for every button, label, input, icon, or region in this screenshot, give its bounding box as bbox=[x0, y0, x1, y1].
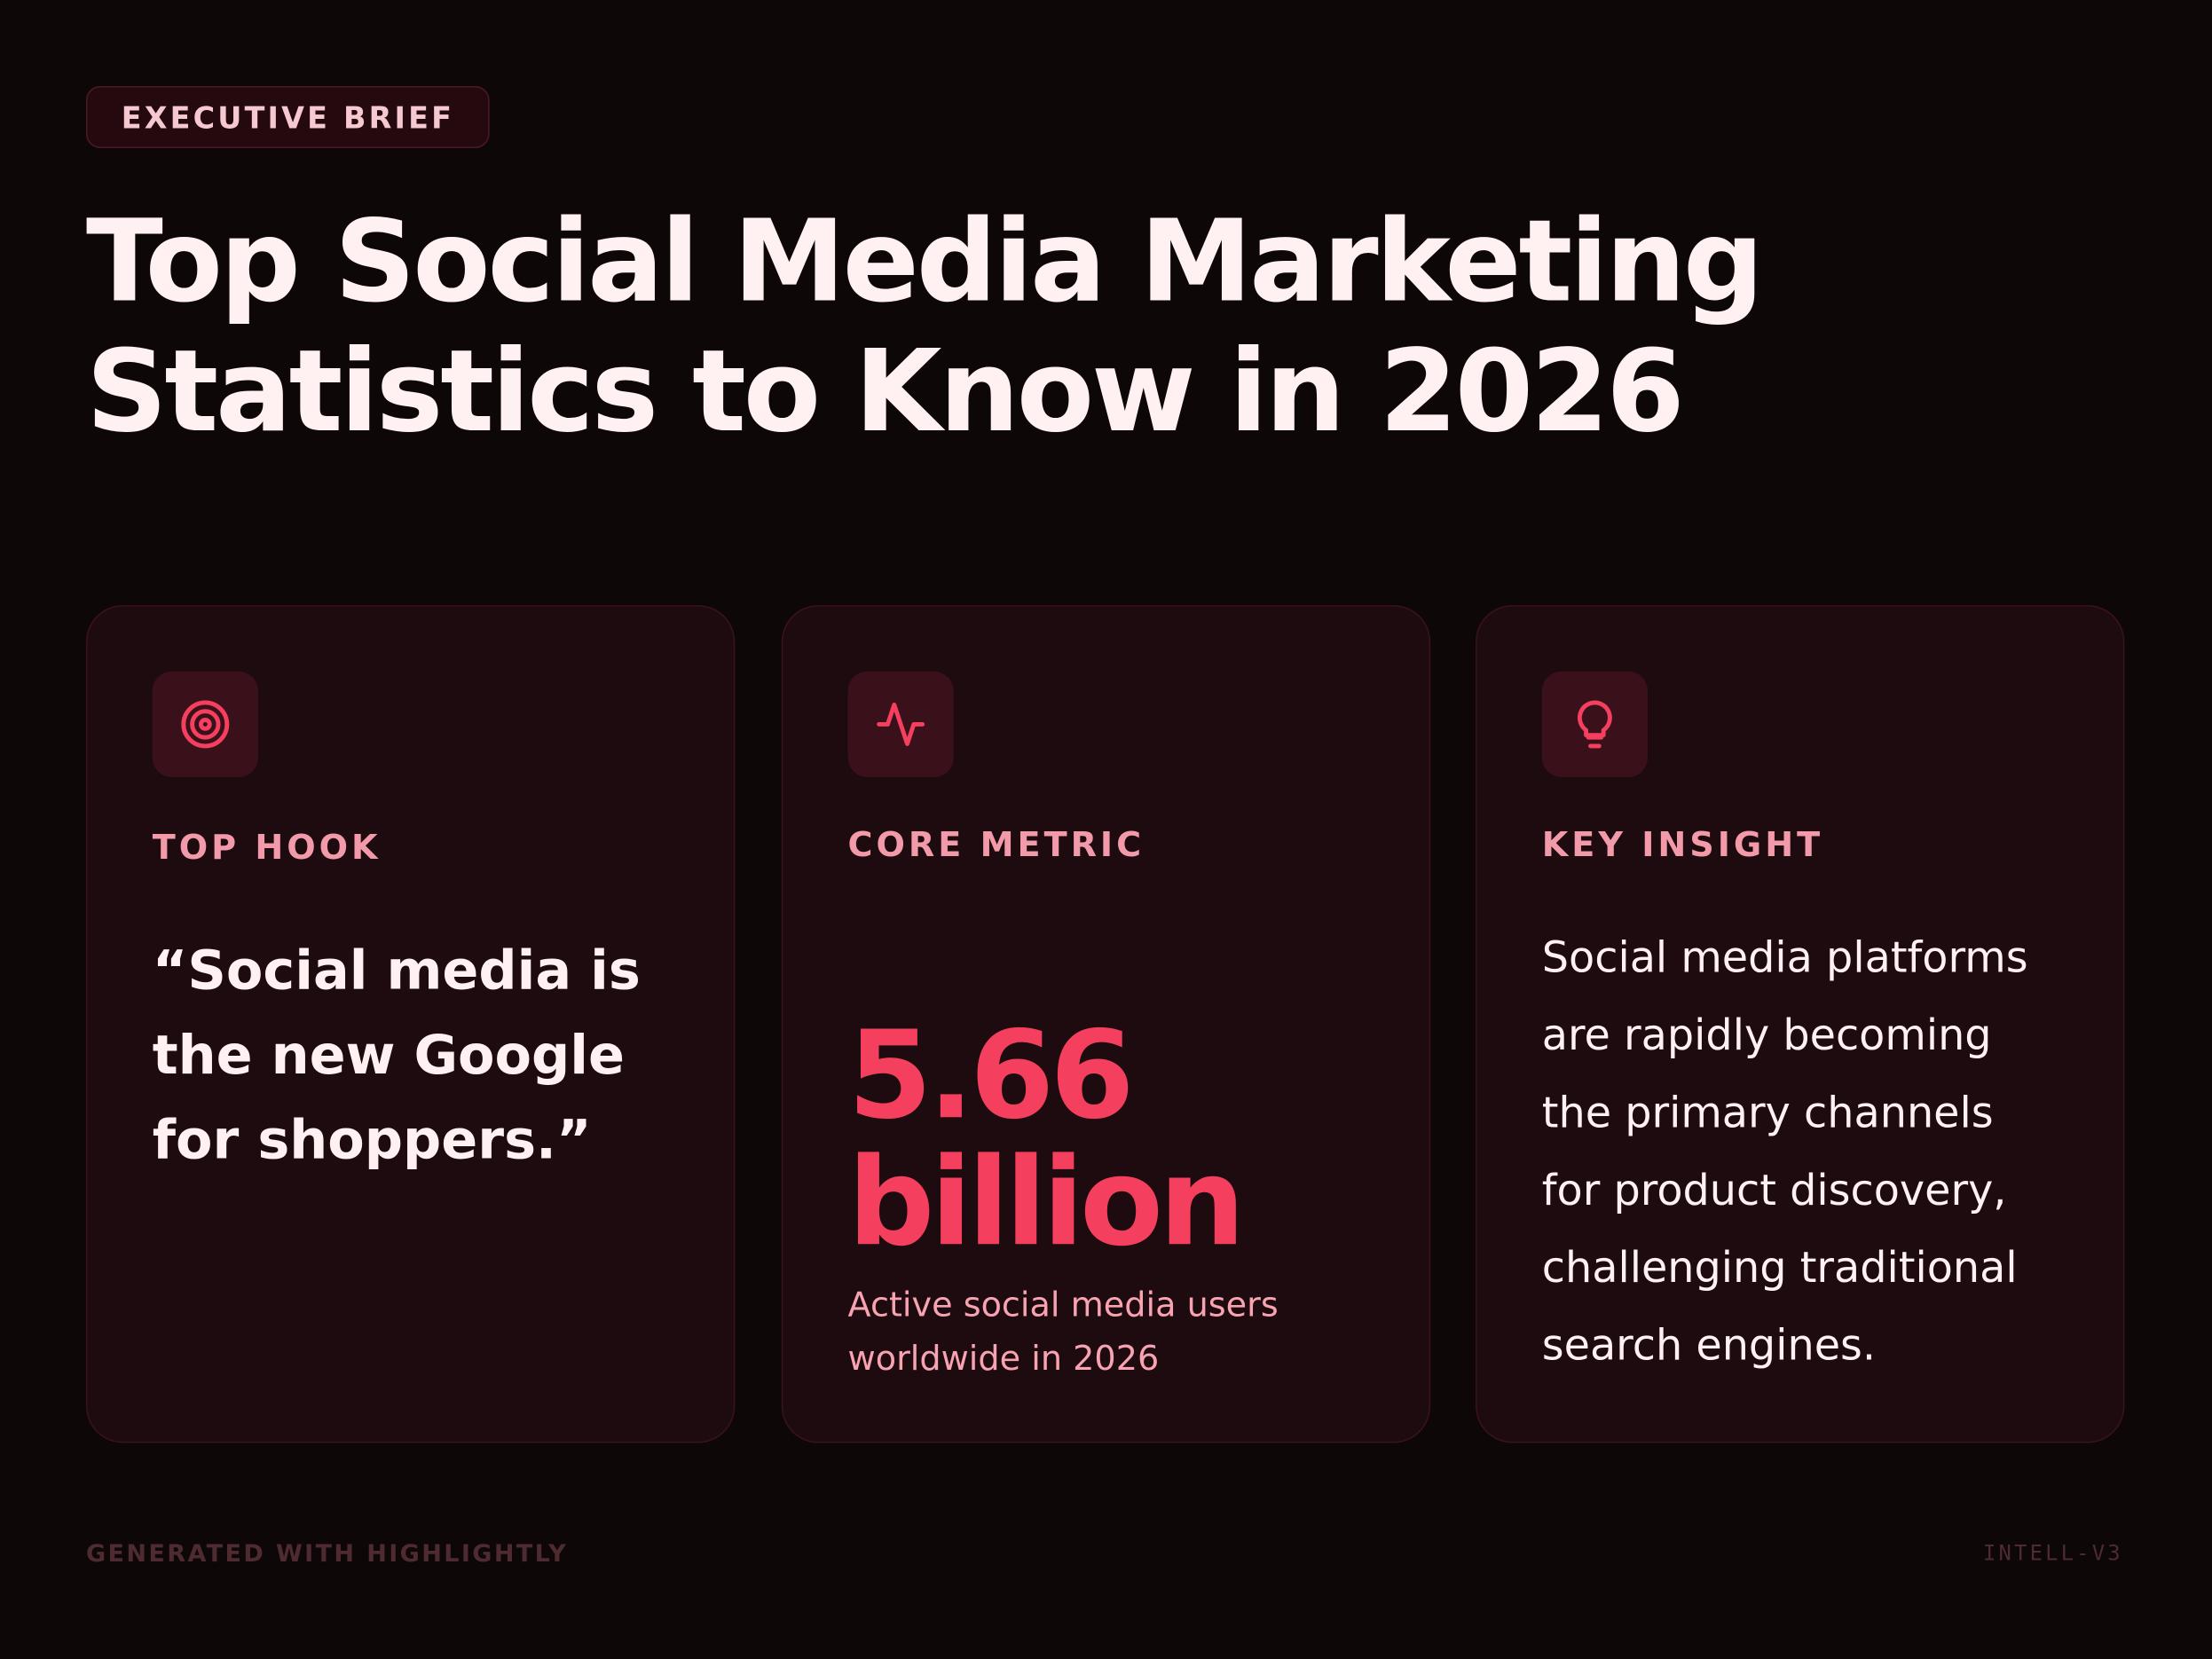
quote: “Social media is the new Google for shop… bbox=[152, 939, 641, 1171]
icon-lightbulb bbox=[1541, 671, 1649, 778]
card: TOP HOOK “Social media is the new Google… bbox=[85, 605, 736, 1443]
card-label: CORE METRIC bbox=[847, 825, 1145, 865]
card: CORE METRIC 5.66 billion Active social m… bbox=[781, 605, 1431, 1443]
title: Top Social Media Marketing Statistics to… bbox=[85, 195, 1764, 458]
icon-target bbox=[152, 671, 258, 778]
card-label: KEY INSIGHT bbox=[1541, 825, 1824, 865]
icon-activity bbox=[847, 671, 954, 778]
badge: EXECUTIVE BRIEF bbox=[85, 85, 490, 148]
card-label: TOP HOOK bbox=[152, 828, 382, 868]
footer-version: INTELL-V3 bbox=[1982, 1540, 2123, 1566]
card: KEY INSIGHT Social media platforms are r… bbox=[1476, 605, 2125, 1443]
footer-credit: GENERATED WITH HIGHLIGHTLY bbox=[85, 1540, 569, 1569]
metric-caption: Active social media users worldwide in 2… bbox=[847, 1285, 1279, 1379]
metric: 5.66 billion bbox=[847, 1005, 1246, 1274]
insight-text: Social media platforms are rapidly becom… bbox=[1541, 933, 2028, 1372]
